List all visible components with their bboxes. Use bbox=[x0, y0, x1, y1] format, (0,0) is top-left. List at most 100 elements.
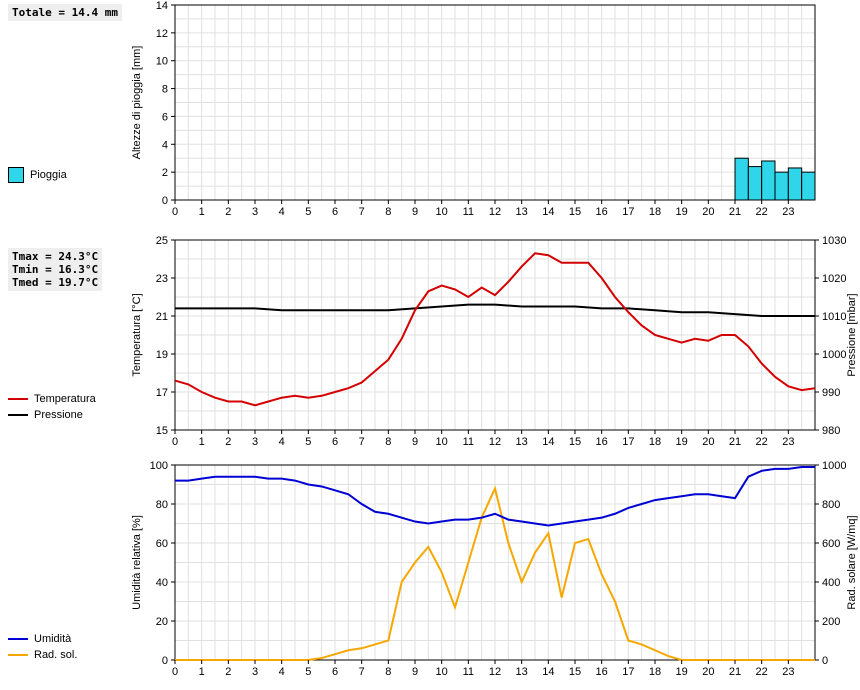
svg-text:0: 0 bbox=[822, 655, 828, 667]
svg-text:16: 16 bbox=[596, 666, 608, 678]
svg-text:16: 16 bbox=[596, 206, 608, 218]
svg-text:19: 19 bbox=[676, 666, 688, 678]
svg-text:19: 19 bbox=[676, 206, 688, 218]
svg-text:5: 5 bbox=[305, 206, 311, 218]
svg-text:1030: 1030 bbox=[822, 235, 846, 247]
svg-text:2: 2 bbox=[225, 436, 231, 448]
svg-text:800: 800 bbox=[822, 499, 840, 511]
svg-text:100: 100 bbox=[150, 460, 168, 472]
svg-text:20: 20 bbox=[702, 206, 714, 218]
svg-text:4: 4 bbox=[162, 139, 168, 151]
svg-text:0: 0 bbox=[172, 436, 178, 448]
svg-text:6: 6 bbox=[332, 436, 338, 448]
svg-text:7: 7 bbox=[359, 206, 365, 218]
svg-text:1020: 1020 bbox=[822, 273, 846, 285]
svg-text:3: 3 bbox=[252, 436, 258, 448]
svg-text:13: 13 bbox=[516, 206, 528, 218]
svg-text:18: 18 bbox=[649, 666, 661, 678]
svg-text:22: 22 bbox=[756, 666, 768, 678]
svg-text:0: 0 bbox=[172, 206, 178, 218]
svg-text:15: 15 bbox=[569, 666, 581, 678]
svg-text:17: 17 bbox=[622, 436, 634, 448]
svg-text:10: 10 bbox=[436, 436, 448, 448]
svg-text:19: 19 bbox=[156, 349, 168, 361]
svg-text:6: 6 bbox=[162, 111, 168, 123]
svg-text:12: 12 bbox=[489, 666, 501, 678]
svg-text:22: 22 bbox=[756, 436, 768, 448]
svg-text:0: 0 bbox=[162, 655, 168, 667]
svg-text:8: 8 bbox=[162, 84, 168, 96]
svg-text:10: 10 bbox=[156, 56, 168, 68]
svg-text:9: 9 bbox=[412, 436, 418, 448]
svg-text:21: 21 bbox=[156, 311, 168, 323]
svg-text:3: 3 bbox=[252, 666, 258, 678]
svg-text:0: 0 bbox=[172, 666, 178, 678]
svg-text:7: 7 bbox=[359, 666, 365, 678]
svg-text:20: 20 bbox=[702, 436, 714, 448]
rain-chart: 0123456789101112131415161718192021222302… bbox=[0, 0, 860, 220]
svg-text:8: 8 bbox=[385, 436, 391, 448]
svg-text:20: 20 bbox=[156, 616, 168, 628]
svg-text:600: 600 bbox=[822, 538, 840, 550]
svg-text:0: 0 bbox=[162, 195, 168, 207]
svg-text:4: 4 bbox=[279, 436, 285, 448]
svg-text:17: 17 bbox=[622, 666, 634, 678]
svg-text:10: 10 bbox=[436, 666, 448, 678]
svg-text:14: 14 bbox=[542, 666, 554, 678]
svg-text:21: 21 bbox=[729, 206, 741, 218]
svg-text:15: 15 bbox=[156, 425, 168, 437]
svg-text:19: 19 bbox=[676, 436, 688, 448]
svg-text:21: 21 bbox=[729, 666, 741, 678]
svg-text:Altezze di pioggia [mm]: Altezze di pioggia [mm] bbox=[131, 46, 143, 160]
svg-text:6: 6 bbox=[332, 206, 338, 218]
svg-text:60: 60 bbox=[156, 538, 168, 550]
svg-text:Rad. solare [W/mq]: Rad. solare [W/mq] bbox=[846, 515, 858, 609]
svg-text:1000: 1000 bbox=[822, 460, 846, 472]
svg-text:4: 4 bbox=[279, 206, 285, 218]
svg-text:1010: 1010 bbox=[822, 311, 846, 323]
svg-text:13: 13 bbox=[516, 666, 528, 678]
svg-text:1: 1 bbox=[199, 436, 205, 448]
svg-text:4: 4 bbox=[279, 666, 285, 678]
svg-text:13: 13 bbox=[516, 436, 528, 448]
svg-text:12: 12 bbox=[489, 206, 501, 218]
svg-text:15: 15 bbox=[569, 436, 581, 448]
svg-text:18: 18 bbox=[649, 206, 661, 218]
svg-text:14: 14 bbox=[542, 206, 554, 218]
svg-text:1: 1 bbox=[199, 206, 205, 218]
temp-pressure-chart: 0123456789101112131415161718192021222315… bbox=[0, 230, 860, 450]
svg-text:12: 12 bbox=[156, 28, 168, 40]
svg-text:23: 23 bbox=[782, 436, 794, 448]
svg-text:1000: 1000 bbox=[822, 349, 846, 361]
svg-text:11: 11 bbox=[463, 666, 474, 678]
svg-text:7: 7 bbox=[359, 436, 365, 448]
svg-text:11: 11 bbox=[463, 206, 474, 218]
svg-text:10: 10 bbox=[436, 206, 448, 218]
svg-text:21: 21 bbox=[729, 436, 741, 448]
svg-text:8: 8 bbox=[385, 666, 391, 678]
svg-text:16: 16 bbox=[596, 436, 608, 448]
svg-text:14: 14 bbox=[156, 0, 168, 12]
svg-text:Umidità relativa [%]: Umidità relativa [%] bbox=[131, 515, 143, 610]
svg-text:Temperatura [°C]: Temperatura [°C] bbox=[131, 293, 143, 376]
svg-text:11: 11 bbox=[463, 436, 474, 448]
svg-text:6: 6 bbox=[332, 666, 338, 678]
svg-text:200: 200 bbox=[822, 616, 840, 628]
svg-text:5: 5 bbox=[305, 436, 311, 448]
svg-text:400: 400 bbox=[822, 577, 840, 589]
svg-text:17: 17 bbox=[156, 387, 168, 399]
svg-text:15: 15 bbox=[569, 206, 581, 218]
svg-text:1: 1 bbox=[199, 666, 205, 678]
svg-text:2: 2 bbox=[225, 206, 231, 218]
humidity-solar-chart: 0123456789101112131415161718192021222302… bbox=[0, 460, 860, 685]
svg-text:25: 25 bbox=[156, 235, 168, 247]
svg-text:980: 980 bbox=[822, 425, 840, 437]
svg-text:20: 20 bbox=[702, 666, 714, 678]
svg-text:12: 12 bbox=[489, 436, 501, 448]
svg-text:17: 17 bbox=[622, 206, 634, 218]
svg-text:3: 3 bbox=[252, 206, 258, 218]
svg-text:990: 990 bbox=[822, 387, 840, 399]
svg-text:2: 2 bbox=[162, 167, 168, 179]
svg-text:23: 23 bbox=[782, 206, 794, 218]
svg-text:14: 14 bbox=[542, 436, 554, 448]
